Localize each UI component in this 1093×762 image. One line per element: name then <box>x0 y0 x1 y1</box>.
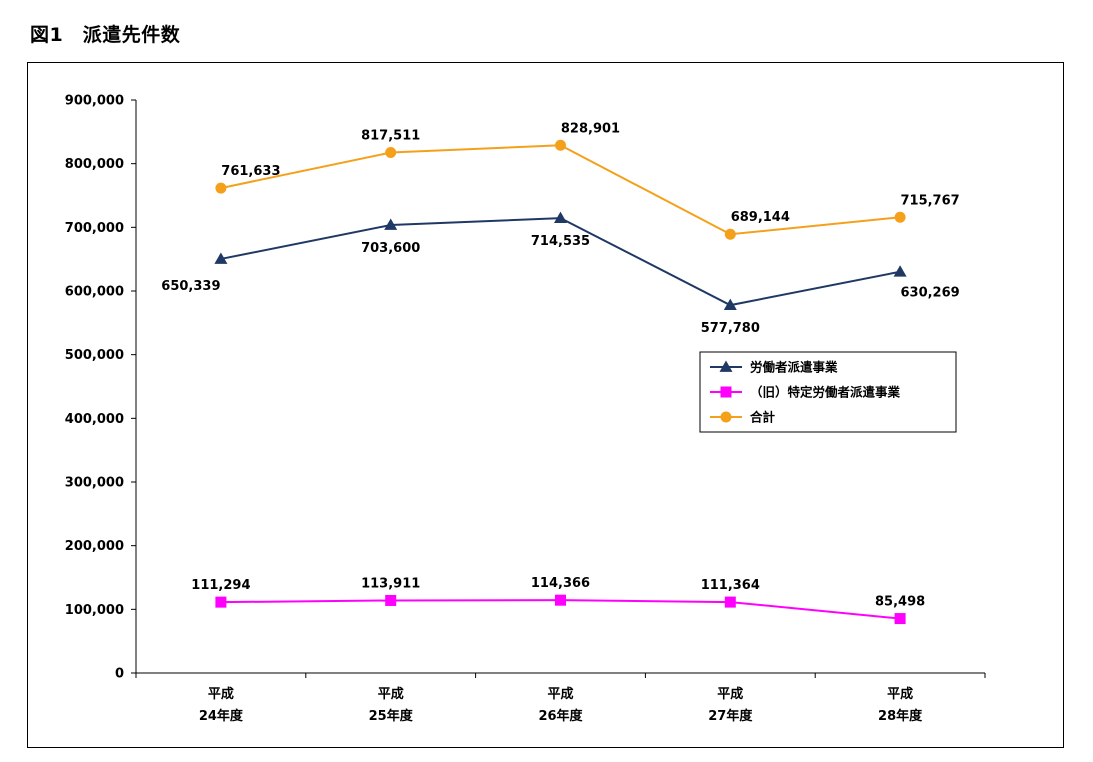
legend-marker <box>720 386 732 398</box>
data-label: 114,366 <box>531 576 590 591</box>
figure-title: 図1 派遣先件数 <box>30 24 181 46</box>
chart-axes: 0 100,000 200,000 300,000 400,000 500,000 600,… <box>65 94 986 724</box>
data-point <box>894 211 906 223</box>
x-tick-label: 28年度 <box>878 708 923 724</box>
legend-marker <box>720 411 732 423</box>
legend-item: 労働者派遣事業 <box>710 360 838 375</box>
data-point <box>215 182 227 194</box>
x-tick-label: 26年度 <box>538 708 583 724</box>
series-1: 650,339 703,600 714,535 577,780 630,269 <box>161 211 960 336</box>
data-label: 650,339 <box>161 279 220 294</box>
x-tick-label: 24年度 <box>199 708 244 724</box>
y-tick-label: 900,000 <box>65 94 124 109</box>
data-point <box>215 596 227 608</box>
data-point <box>555 594 566 606</box>
legend-item: （旧）特定労働者派遣事業 <box>710 385 901 400</box>
data-label: 577,780 <box>701 321 760 336</box>
data-label: 715,767 <box>900 193 959 208</box>
legend-label: 労働者派遣事業 <box>750 360 838 375</box>
y-tick-label: 800,000 <box>65 157 124 172</box>
y-tick-label: 600,000 <box>65 285 124 300</box>
x-tick-label: 平成 <box>887 686 913 702</box>
data-label: 113,911 <box>361 576 420 591</box>
y-tick-label: 200,000 <box>65 539 124 554</box>
chart-frame <box>27 62 1064 748</box>
data-point <box>893 265 907 277</box>
y-tick-label: 100,000 <box>65 603 124 618</box>
data-point <box>385 594 397 606</box>
legend-label: （旧）特定労働者派遣事業 <box>750 385 901 400</box>
legend-label: 合計 <box>750 410 776 425</box>
data-point <box>724 228 736 240</box>
series-3: 761,633 817,511 828,901 689,144 715,767 <box>215 121 960 240</box>
data-label: 703,600 <box>361 241 420 256</box>
data-point <box>723 298 737 311</box>
y-tick-label: 500,000 <box>65 348 124 363</box>
data-label: 714,535 <box>531 234 590 249</box>
data-point <box>724 596 736 608</box>
data-label: 111,294 <box>191 578 250 593</box>
data-label: 85,498 <box>875 595 925 610</box>
legend-marker <box>719 360 733 372</box>
y-tick-label: 700,000 <box>65 221 124 236</box>
x-tick-label: 平成 <box>547 686 573 702</box>
x-tick-label: 平成 <box>378 686 404 702</box>
data-point <box>385 147 397 159</box>
data-point <box>555 139 566 151</box>
data-point <box>384 218 398 230</box>
data-label: 689,144 <box>731 210 790 225</box>
legend-box <box>699 351 957 433</box>
data-label: 111,364 <box>701 578 760 593</box>
y-tick-label: 300,000 <box>65 476 124 491</box>
data-label: 817,511 <box>361 129 420 144</box>
y-tick-label: 400,000 <box>65 412 124 427</box>
chart-series: 650,339 703,600 714,535 577,780 630,269 111,2… <box>161 121 960 625</box>
data-label: 761,633 <box>221 164 280 179</box>
data-label: 630,269 <box>900 286 959 301</box>
y-tick-label: 0 <box>115 667 124 682</box>
data-point <box>214 252 228 264</box>
x-tick-label: 27年度 <box>708 708 753 724</box>
x-tick-label: 25年度 <box>369 708 414 724</box>
x-tick-label: 平成 <box>717 686 743 702</box>
series-2: 111,294 113,911 114,366 111,364 85,498 <box>191 576 925 625</box>
data-point <box>894 613 906 625</box>
x-tick-label: 平成 <box>208 686 234 702</box>
data-label: 828,901 <box>561 121 620 136</box>
series-line <box>220 217 901 307</box>
legend-item: 合計 <box>710 410 776 425</box>
data-point <box>554 211 567 223</box>
